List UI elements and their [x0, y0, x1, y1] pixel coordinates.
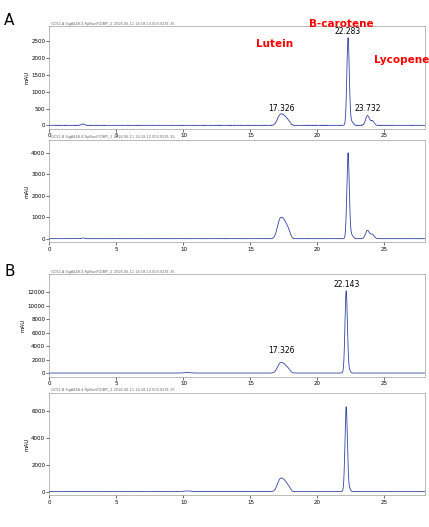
Text: 22.283: 22.283: [335, 27, 361, 36]
Text: B-carotene: B-carotene: [309, 18, 374, 28]
Text: 22.143: 22.143: [333, 280, 360, 289]
Text: Lycopene: Lycopene: [374, 55, 429, 65]
Y-axis label: mAU: mAU: [24, 184, 29, 198]
Text: GC51-B SigA448.4 RpNonP(DBP)_2 2018-06-11 14:18:12.003.0291 35: GC51-B SigA448.4 RpNonP(DBP)_2 2018-06-1…: [51, 135, 175, 139]
Y-axis label: mAU: mAU: [24, 437, 29, 451]
Text: GC51-A SigA448.4 RpNonP(DBP)_2 2018-06-11 14:18:13.003.0291 35: GC51-A SigA448.4 RpNonP(DBP)_2 2018-06-1…: [51, 22, 175, 26]
Text: 17.326: 17.326: [269, 346, 295, 355]
Text: 23.732: 23.732: [354, 104, 381, 113]
Text: B: B: [4, 264, 15, 278]
Text: A: A: [4, 13, 15, 28]
Text: GC51-A SigA448.4 RpNonP(DBP)_2 2018-06-11 14:18:13.003.0291 35: GC51-A SigA448.4 RpNonP(DBP)_2 2018-06-1…: [51, 269, 175, 274]
Text: GC51-B SigA448.4 RpNonP(DBP)_2 2018-06-11 14:18:12.003.0291 35: GC51-B SigA448.4 RpNonP(DBP)_2 2018-06-1…: [51, 388, 175, 392]
Y-axis label: mAU: mAU: [21, 319, 26, 332]
Text: Lutein: Lutein: [256, 39, 293, 49]
Text: 17.326: 17.326: [269, 103, 295, 113]
Y-axis label: mAU: mAU: [24, 71, 29, 84]
